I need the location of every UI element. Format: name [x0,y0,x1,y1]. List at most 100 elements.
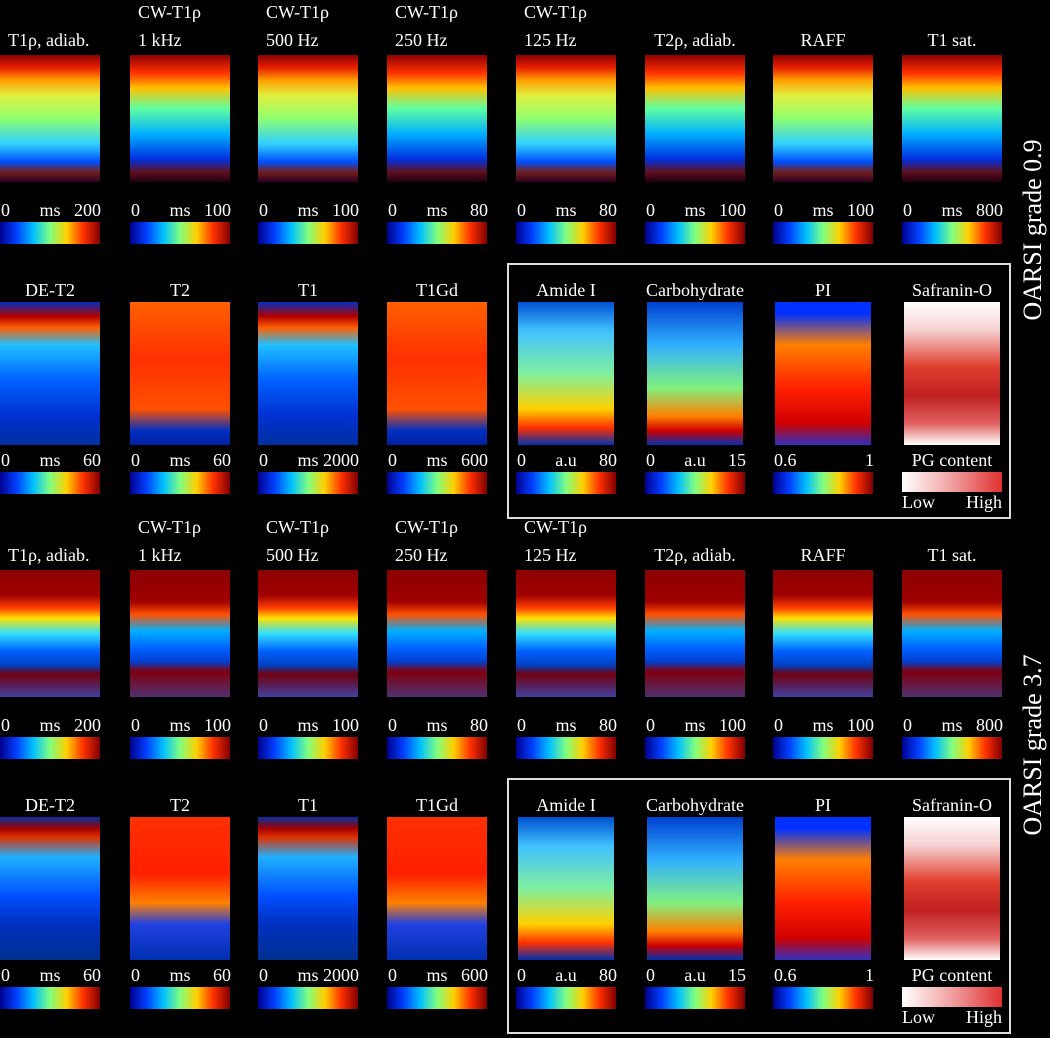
panel-title: T1ρ, adiab. [8,545,90,565]
panel-title: CW-T1ρ [524,517,587,537]
panel-title: T1 sat. [927,30,977,50]
high-label: High [966,1007,1002,1027]
scale-max: 1 [865,965,874,985]
scale-max: 60 [83,450,101,470]
map-image [387,570,487,697]
panel-title: DE-T2 [25,795,75,815]
scale-unit: ms [169,715,191,735]
scale-min: 0 [903,200,912,220]
highlight-box [507,263,1011,519]
scale-unit: ms [39,715,61,735]
scale-unit: ms [297,715,319,735]
map-image [387,817,487,960]
scale-max: 80 [599,200,617,220]
colorbar [516,737,616,759]
caption: PG content [911,965,993,985]
colorbar [902,987,1002,1007]
scale-max: 100 [719,715,746,735]
scale-min: 0 [646,200,655,220]
map-image [645,570,745,697]
scale-unit: ms [555,200,577,220]
colorbar [645,987,745,1009]
map-image [0,570,100,697]
scale-min: 0 [131,965,140,985]
map-image [902,55,1002,182]
panel-title: T1 [298,280,318,300]
map-image [773,570,873,697]
low-label: Low [902,492,935,512]
colorbar [0,737,100,759]
scale-unit: ms [297,450,319,470]
map-image [516,570,616,697]
panel-title: PI [814,795,831,815]
panel-title: RAFF [800,30,846,50]
panel-title: Safranin-O [912,795,992,815]
scale-max: 100 [332,200,359,220]
panel-title: T1Gd [416,795,458,815]
scale-unit: ms [684,715,706,735]
map-image [0,302,100,445]
scale-min: 0 [517,715,526,735]
scale-max: 200 [74,200,101,220]
scale-unit: ms [812,715,834,735]
scale-min: 0 [903,715,912,735]
panel-title: CW-T1ρ [395,2,458,22]
colorbar [258,222,358,244]
map-image [130,817,230,960]
colorbar [387,737,487,759]
panel-title: DE-T2 [25,280,75,300]
scale-max: 100 [332,715,359,735]
panel-title: CW-T1ρ [524,2,587,22]
colorbar [258,472,358,494]
caption: PG content [911,450,993,470]
scale-min: 0.6 [774,965,797,985]
scale-min: 0 [1,200,10,220]
colorbar [902,737,1002,759]
map-image [773,55,873,182]
colorbar [773,987,873,1009]
scale-max: 2000 [323,450,359,470]
scale-min: 0 [517,450,526,470]
map-image [0,55,100,182]
scale-unit: ms [684,200,706,220]
scale-unit: a.u [684,965,706,985]
scale-max: 100 [204,715,231,735]
scale-unit: ms [812,200,834,220]
panel-title: 500 Hz [266,30,319,50]
scale-unit: ms [297,965,319,985]
panel-title: Safranin-O [912,280,992,300]
panel-title: CW-T1ρ [266,2,329,22]
panel-title: 125 Hz [524,30,577,50]
scale-min: 0 [388,965,397,985]
panel-title: 500 Hz [266,545,319,565]
scale-max: 1 [865,450,874,470]
panel-title: Amide I [536,280,596,300]
colorbar [516,472,616,494]
scale-unit: ms [426,965,448,985]
scale-max: 80 [470,200,488,220]
colorbar [387,987,487,1009]
high-label: High [966,492,1002,512]
scale-unit: ms [426,450,448,470]
scale-max: 80 [599,715,617,735]
panel-title: 125 Hz [524,545,577,565]
map-image [387,55,487,182]
map-image [130,55,230,182]
map-image [647,817,743,960]
colorbar [258,737,358,759]
map-image [775,817,871,960]
map-image [258,570,358,697]
scale-max: 60 [213,450,231,470]
panel-title: 250 Hz [395,545,448,565]
colorbar [130,737,230,759]
colorbar [387,472,487,494]
colorbar [645,222,745,244]
map-image [130,302,230,445]
map-image [516,55,616,182]
panel-title: CW-T1ρ [138,2,201,22]
scale-min: 0 [774,200,783,220]
scale-max: 60 [83,965,101,985]
panel-title: Amide I [536,795,596,815]
scale-min: 0 [517,965,526,985]
colorbar [773,222,873,244]
